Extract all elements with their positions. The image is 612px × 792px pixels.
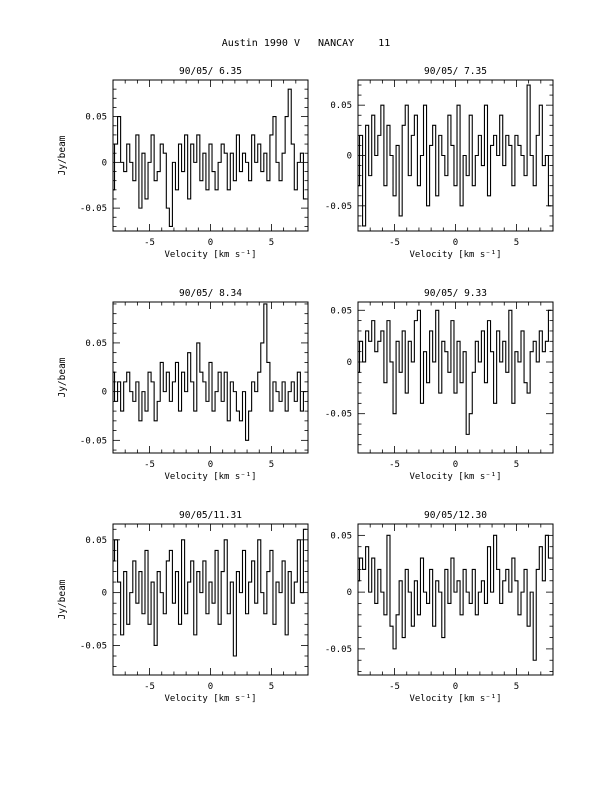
panel-title: 90/05/ 7.35 (424, 66, 487, 77)
x-tick-label: 0 (453, 238, 458, 248)
y-tick-label: -0.05 (325, 410, 352, 420)
x-tick-label: -5 (389, 460, 400, 470)
y-axis-label: Jy/beam (57, 135, 68, 175)
spectrum-line (358, 534, 552, 661)
x-tick-label: 0 (208, 682, 213, 692)
spectrum-line (358, 309, 552, 435)
x-tick-label: -5 (144, 238, 155, 248)
y-tick-label: 0 (102, 388, 107, 398)
x-axis-label: Velocity [km s⁻¹] (409, 250, 501, 260)
x-tick-label: 5 (514, 460, 519, 470)
y-tick-label: -0.05 (325, 645, 352, 655)
spectrum-line (113, 303, 307, 441)
y-tick-label: 0 (102, 158, 107, 168)
x-axis-label: Velocity [km s⁻¹] (409, 472, 501, 482)
x-tick-label: 5 (269, 460, 274, 470)
x-axis-label: Velocity [km s⁻¹] (409, 694, 501, 704)
spectrum-panel-6: -5 0 5 0.05 0 -0.05 90/05/12.30 Velocity [km s⁻… (325, 510, 554, 704)
x-tick-label: 5 (269, 682, 274, 692)
y-tick-label: 0 (347, 588, 352, 598)
y-tick-label: -0.05 (80, 204, 107, 214)
y-tick-label: 0 (347, 358, 352, 368)
x-tick-label: -5 (144, 682, 155, 692)
panel-title: 90/05/12.30 (424, 510, 487, 521)
y-tick-label: 0.05 (330, 531, 352, 541)
spectrum-line (113, 528, 307, 657)
x-tick-label: -5 (389, 682, 400, 692)
spectrum-line (113, 88, 307, 227)
panel-title: 90/05/ 6.35 (179, 66, 242, 77)
spectrum-panel-3: -5 0 5 0.05 0 -0.05 90/05/ 8.34 Velocity [km s⁻… (57, 288, 309, 482)
y-tick-label: 0.05 (85, 113, 107, 123)
panel-title: 90/05/ 9.33 (424, 288, 487, 299)
x-axis-label: Velocity [km s⁻¹] (164, 250, 256, 260)
x-tick-label: -5 (144, 460, 155, 470)
x-tick-label: 0 (453, 682, 458, 692)
spectrum-panel-1: -5 0 5 0.05 0 -0.05 90/05/ 6.35 Velocity [km s⁻… (57, 66, 309, 260)
spectrum-line (358, 84, 552, 227)
y-tick-label: -0.05 (80, 641, 107, 651)
plot-frame (112, 301, 309, 454)
y-tick-label: 0.05 (330, 101, 352, 111)
x-tick-label: 5 (269, 238, 274, 248)
y-tick-label: -0.05 (325, 202, 352, 212)
x-axis-label: Velocity [km s⁻¹] (164, 472, 256, 482)
spectrum-panel-4: -5 0 5 0.05 0 -0.05 90/05/ 9.33 Velocity [km s⁻… (325, 288, 554, 482)
page-title: Austin 1990 V NANCAY 11 (221, 38, 391, 49)
y-axis-label: Jy/beam (57, 357, 68, 397)
y-axis-label: Jy/beam (57, 579, 68, 619)
x-tick-label: 5 (514, 682, 519, 692)
spectrum-panel-5: -5 0 5 0.05 0 -0.05 90/05/11.31 Velocity [km s⁻… (57, 510, 309, 704)
x-tick-label: 0 (208, 238, 213, 248)
y-tick-label: 0.05 (330, 306, 352, 316)
spectrum-panel-2: -5 0 5 0.05 0 -0.05 90/05/ 7.35 Velocity [km s⁻… (325, 66, 554, 260)
x-tick-label: 0 (208, 460, 213, 470)
x-axis-label: Velocity [km s⁻¹] (164, 694, 256, 704)
panel-title: 90/05/11.31 (179, 510, 242, 521)
x-tick-label: 0 (453, 460, 458, 470)
x-tick-label: 5 (514, 238, 519, 248)
x-tick-label: -5 (389, 238, 400, 248)
y-tick-label: 0.05 (85, 339, 107, 349)
y-tick-label: 0 (347, 152, 352, 162)
y-tick-label: 0.05 (85, 536, 107, 546)
y-tick-label: 0 (102, 589, 107, 599)
y-tick-label: -0.05 (80, 436, 107, 446)
panel-title: 90/05/ 8.34 (179, 288, 242, 299)
